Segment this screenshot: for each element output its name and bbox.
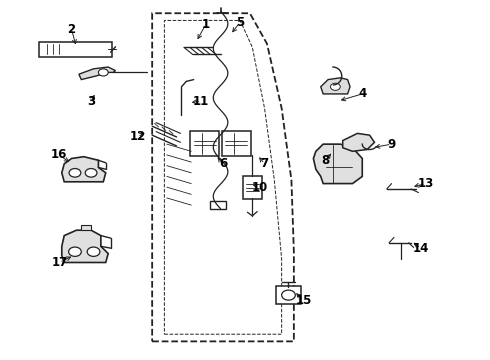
Text: 9: 9 — [388, 138, 396, 150]
Text: 12: 12 — [129, 130, 146, 144]
Text: 5: 5 — [236, 16, 244, 29]
Circle shape — [69, 168, 81, 177]
Text: 17: 17 — [51, 256, 68, 269]
FancyBboxPatch shape — [190, 131, 219, 156]
Polygon shape — [343, 134, 374, 151]
Circle shape — [87, 247, 100, 256]
Text: 10: 10 — [251, 181, 268, 194]
Polygon shape — [79, 67, 116, 80]
Text: 7: 7 — [261, 157, 269, 170]
Text: 8: 8 — [321, 154, 330, 167]
Text: 2: 2 — [68, 23, 75, 36]
Polygon shape — [81, 225, 91, 230]
FancyBboxPatch shape — [39, 42, 112, 57]
FancyBboxPatch shape — [243, 176, 262, 199]
Circle shape — [85, 168, 97, 177]
Polygon shape — [314, 144, 362, 184]
FancyBboxPatch shape — [222, 131, 251, 156]
Text: 11: 11 — [193, 95, 209, 108]
Text: 6: 6 — [219, 157, 227, 170]
Text: 13: 13 — [417, 177, 434, 190]
Circle shape — [98, 69, 108, 76]
Polygon shape — [321, 78, 350, 94]
FancyBboxPatch shape — [210, 201, 226, 210]
Circle shape — [331, 83, 340, 90]
Polygon shape — [62, 230, 108, 262]
Text: 15: 15 — [295, 294, 312, 307]
Circle shape — [69, 247, 81, 256]
Text: 16: 16 — [51, 148, 68, 161]
Text: 1: 1 — [202, 18, 210, 31]
Text: 3: 3 — [87, 95, 95, 108]
FancyBboxPatch shape — [276, 286, 301, 305]
Polygon shape — [62, 157, 106, 182]
Text: 14: 14 — [413, 242, 429, 255]
Text: 4: 4 — [358, 87, 367, 100]
